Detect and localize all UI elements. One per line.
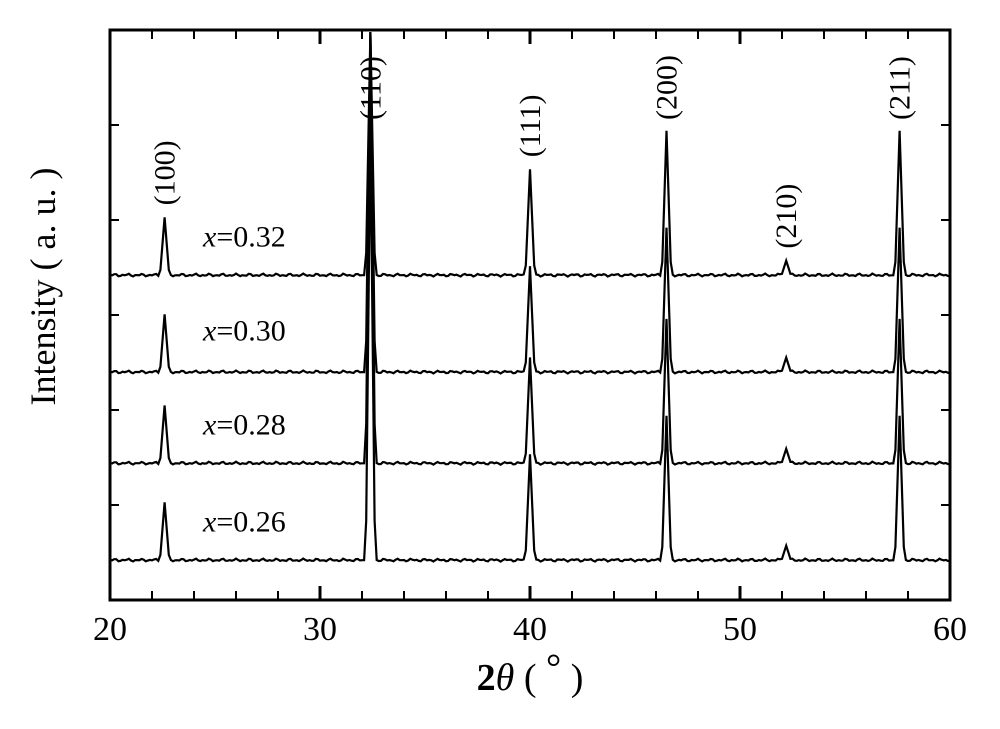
peak-label: (111) xyxy=(514,95,547,158)
x-tick-label: 30 xyxy=(303,611,337,648)
peak-label: (100) xyxy=(149,140,182,205)
peak-label: (200) xyxy=(651,55,684,120)
y-axis-label: Intensity ( a. u. ) xyxy=(23,168,63,406)
series-label: x=0.32 xyxy=(202,221,286,254)
x-axis-label: 2θ ( ° ) xyxy=(477,647,584,699)
peak-label: (210) xyxy=(770,184,803,249)
series-label: x=0.30 xyxy=(202,315,286,348)
x-tick-label: 60 xyxy=(933,611,967,648)
x-tick-label: 50 xyxy=(723,611,757,648)
series-label: x=0.28 xyxy=(202,409,286,442)
x-tick-label: 20 xyxy=(93,611,127,648)
x-tick-label: 40 xyxy=(513,611,547,648)
peak-label: (110) xyxy=(354,56,387,120)
peak-label: (211) xyxy=(884,56,917,120)
xrd-chart-svg: 20 30 40 50 60 2θ ( ° ) Intensity ( a. u. ) x=0… xyxy=(0,0,1000,729)
xrd-chart-container: 20 30 40 50 60 2θ ( ° ) Intensity ( a. u. ) x=0… xyxy=(0,0,1000,729)
series-label: x=0.26 xyxy=(202,506,286,539)
